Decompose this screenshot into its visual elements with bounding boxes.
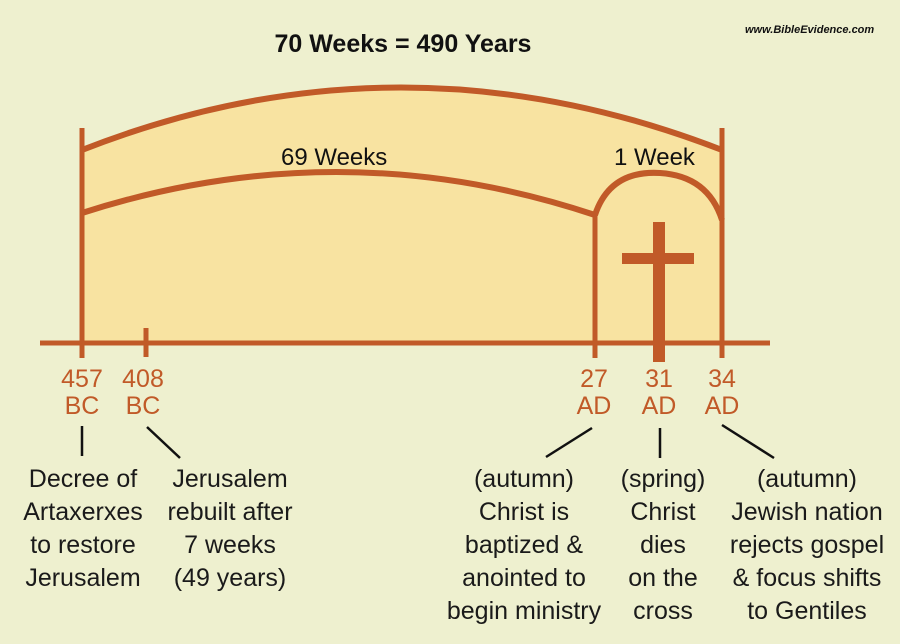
event-line: Jewish nation [731,498,883,526]
tick-year: 31 [645,365,673,393]
event-line: (spring) [620,465,706,493]
event-line: to Gentiles [747,597,867,625]
event-line: dies [640,531,686,559]
event-crucifixion: (spring) Christ dies on the cross [568,463,758,628]
seventy-weeks-arc [80,84,724,153]
event-line: Decree of [28,465,138,493]
connector-27 [545,426,593,459]
tick-era: AD [704,392,740,420]
one-week-label: 1 Week [614,144,695,171]
tick-27-ad: 27 AD [549,366,639,420]
event-line: on the [628,564,698,592]
connector-408 [146,426,181,459]
event-line: rejects gospel [729,531,885,559]
event-line: Jerusalem [25,564,141,592]
connector-34 [721,423,775,460]
event-line: Artaxerxes [23,498,143,526]
tick-year: 34 [708,365,736,393]
tick-era: BC [125,392,161,420]
event-line: (49 years) [173,564,287,592]
tick-457-bc: 457 BC [37,366,127,420]
tick-year: 408 [122,365,164,393]
event-jerusalem-rebuilt: Jerusalem rebuilt after 7 weeks (49 year… [135,463,325,595]
event-line: (autumn) [473,465,575,493]
event-line: cross [633,597,693,625]
one-week-arc [592,169,725,221]
sixty-nine-weeks-arc [81,169,596,218]
seventy-weeks-region [82,87,722,345]
event-line: begin ministry [446,597,602,625]
diagram-title: 70 Weeks = 490 Years [274,30,532,58]
tick-era: AD [576,392,612,420]
tick-year: 27 [580,365,608,393]
event-line: baptized & [464,531,584,559]
tick-year: 457 [61,365,103,393]
sixty-nine-weeks-label: 69 Weeks [281,144,388,171]
event-line: & focus shifts [732,564,882,592]
cross-icon [622,222,694,362]
event-line: rebuilt after [167,498,293,526]
source-url: www.BibleEvidence.com [745,24,875,36]
event-baptism: (autumn) Christ is baptized & anointed t… [429,463,619,628]
event-line: anointed to [462,564,586,592]
tick-34-ad: 34 AD [677,366,767,420]
tick-era: BC [64,392,100,420]
tick-408-bc: 408 BC [98,366,188,420]
event-line: 7 weeks [184,531,276,559]
event-gentiles: (autumn) Jewish nation rejects gospel & … [712,463,900,628]
tick-era: AD [641,392,677,420]
event-line: to restore [30,531,136,559]
tick-31-ad: 31 AD [614,366,704,420]
event-line: (autumn) [756,465,858,493]
event-line: Christ is [478,498,570,526]
event-decree: Decree of Artaxerxes to restore Jerusale… [0,463,178,595]
event-line: Jerusalem [172,465,288,493]
event-line: Christ [630,498,696,526]
